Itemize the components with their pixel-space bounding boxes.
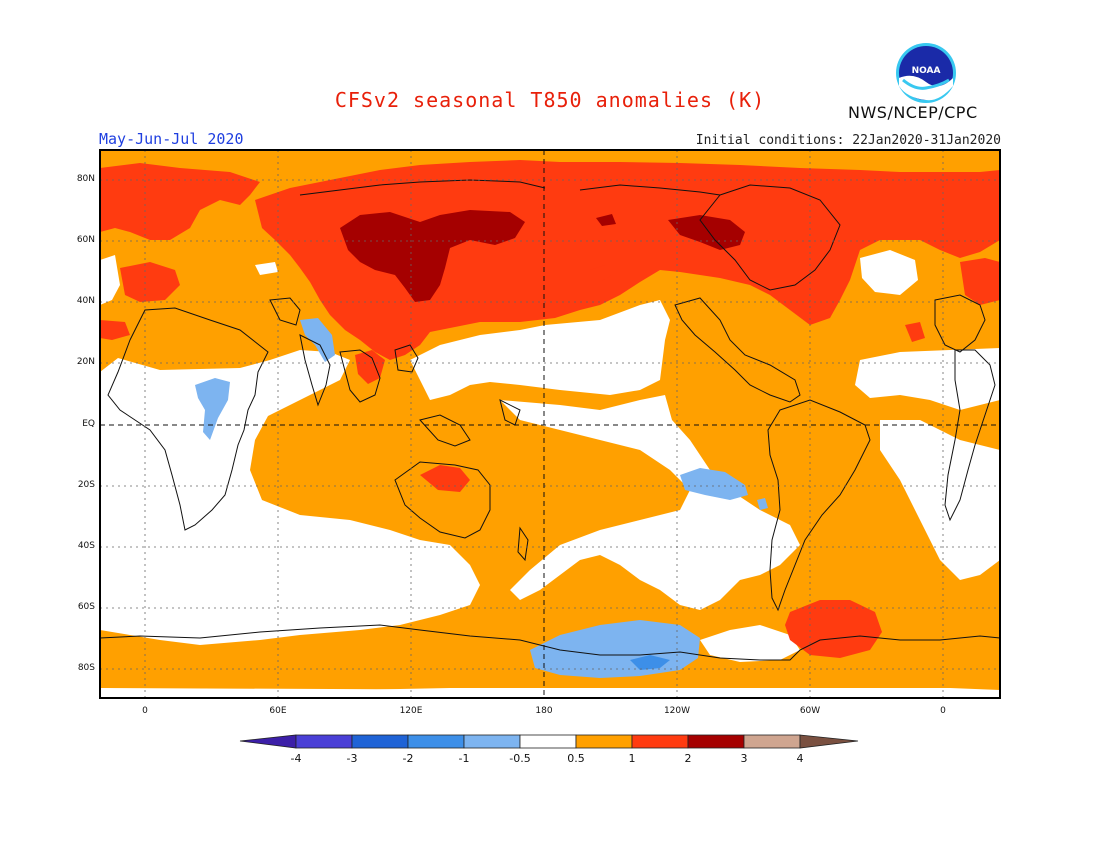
colorbar-bin xyxy=(463,734,521,749)
agency-label: NWS/NCEP/CPC xyxy=(848,103,978,122)
lon-label: 60W xyxy=(799,706,821,716)
antarctic-warm-strip xyxy=(100,676,1000,688)
colorbar-bin xyxy=(295,734,353,749)
colorbar-label: 3 xyxy=(740,752,748,765)
lon-label: 0 xyxy=(940,706,946,716)
colorbar-label: -3 xyxy=(346,752,358,765)
lat-label: 80N xyxy=(76,174,95,184)
warm-1-2-regions xyxy=(100,160,1000,658)
lat-label: 60S xyxy=(77,602,95,612)
lat-label: 40S xyxy=(77,541,95,551)
south-edge xyxy=(100,688,1000,698)
colorbar-label: -1 xyxy=(458,752,470,765)
colorbar-label: -0.5 xyxy=(509,752,531,765)
lat-label: 40N xyxy=(76,296,95,306)
colorbar-bin xyxy=(743,734,801,749)
noaa-logo-graphic xyxy=(896,43,956,103)
lon-label: 0 xyxy=(142,706,148,716)
map-frame xyxy=(99,149,1001,699)
colorbar xyxy=(239,734,859,749)
colorbar-label: 4 xyxy=(796,752,804,765)
chart-title: CFSv2 seasonal T850 anomalies (K) xyxy=(334,88,766,112)
colorbar-label: 1 xyxy=(628,752,636,765)
colorbar-label: 2 xyxy=(684,752,692,765)
logo-text: NOAA xyxy=(911,66,941,76)
colorbar-bin xyxy=(687,734,745,749)
graticule xyxy=(100,150,1000,698)
lon-label: 180 xyxy=(535,706,553,716)
lat-label: EQ xyxy=(82,419,95,429)
lat-label: 20S xyxy=(77,480,95,490)
colorbar-bin xyxy=(631,734,689,749)
lat-label: 80S xyxy=(77,663,95,673)
equator-dateline xyxy=(100,150,1000,698)
colorbar-high-arrow xyxy=(799,734,859,749)
colorbar-bin xyxy=(519,734,577,749)
colorbar-label: 0.5 xyxy=(567,752,585,765)
colorbar-label: -4 xyxy=(290,752,302,765)
lon-label: 120E xyxy=(399,706,423,716)
colorbar-bin xyxy=(575,734,633,749)
colorbar-low-arrow xyxy=(239,734,297,749)
noaa-logo: NOAA xyxy=(895,42,957,104)
lon-label: 60E xyxy=(269,706,287,716)
cool-core-regions xyxy=(630,655,670,670)
forecast-period: May-Jun-Jul 2020 xyxy=(99,130,244,148)
colorbar-label: -2 xyxy=(402,752,414,765)
lat-label: 20N xyxy=(76,357,95,367)
coastlines xyxy=(99,179,1001,661)
colorbar-bin xyxy=(407,734,465,749)
colorbar-bin xyxy=(351,734,409,749)
lat-label: 60N xyxy=(76,235,95,245)
initial-conditions: Initial conditions: 22Jan2020-31Jan2020 xyxy=(695,133,1001,148)
lon-label: 120W xyxy=(663,706,691,716)
